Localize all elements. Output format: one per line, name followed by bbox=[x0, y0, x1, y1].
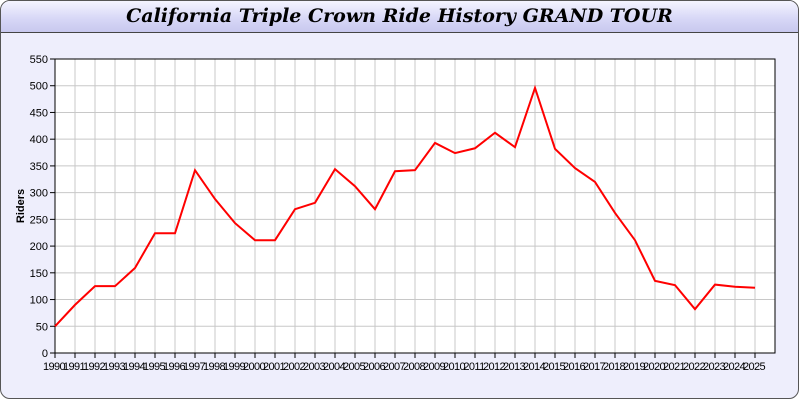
x-tick-label: 1992 bbox=[83, 361, 106, 373]
x-tick-label: 2005 bbox=[343, 361, 366, 373]
x-tick-label: 1997 bbox=[183, 361, 206, 373]
y-tick-label: 550 bbox=[30, 54, 48, 66]
y-tick-label: 0 bbox=[42, 348, 48, 360]
x-tick-label: 2024 bbox=[723, 361, 746, 373]
y-tick-label: 250 bbox=[30, 214, 48, 226]
x-tick-label: 2015 bbox=[543, 361, 566, 373]
x-tick-label: 2000 bbox=[243, 361, 266, 373]
x-tick-label: 2013 bbox=[503, 361, 526, 373]
x-tick-label: 2006 bbox=[363, 361, 386, 373]
x-tick-label: 2017 bbox=[583, 361, 606, 373]
x-tick-label: 1996 bbox=[163, 361, 186, 373]
x-tick-label: 2023 bbox=[703, 361, 726, 373]
x-tick-label: 1990 bbox=[43, 361, 66, 373]
x-tick-label: 2007 bbox=[383, 361, 406, 373]
y-tick-label: 400 bbox=[30, 134, 48, 146]
x-tick-label: 2025 bbox=[743, 361, 766, 373]
chart-title: California Triple Crown Ride History GRA… bbox=[126, 5, 673, 27]
y-tick-label: 350 bbox=[30, 161, 48, 173]
y-tick-label: 450 bbox=[30, 107, 48, 119]
series-line bbox=[54, 84, 756, 327]
y-tick-label: 150 bbox=[30, 268, 48, 280]
y-axis-label: Riders bbox=[15, 189, 27, 223]
y-tick-label: 50 bbox=[36, 321, 48, 333]
x-tick-label: 1999 bbox=[223, 361, 246, 373]
y-tick-label: 500 bbox=[30, 81, 48, 93]
x-tick-label: 2008 bbox=[403, 361, 426, 373]
x-tick-label: 2016 bbox=[563, 361, 586, 373]
x-tick-label: 1993 bbox=[103, 361, 126, 373]
title-bar: California Triple Crown Ride History GRA… bbox=[1, 1, 798, 33]
x-tick-label: 2009 bbox=[423, 361, 446, 373]
x-tick-label: 2001 bbox=[263, 361, 286, 373]
x-tick-label: 2018 bbox=[603, 361, 626, 373]
x-tick-label: 2022 bbox=[683, 361, 706, 373]
x-tick-label: 2012 bbox=[483, 361, 506, 373]
x-tick-label: 2011 bbox=[463, 361, 485, 373]
y-tick-label: 100 bbox=[30, 295, 48, 307]
x-tick-label: 2019 bbox=[623, 361, 646, 373]
x-tick-label: 1994 bbox=[123, 361, 146, 373]
y-tick-label: 300 bbox=[30, 188, 48, 200]
y-tick-label: 200 bbox=[30, 241, 48, 253]
x-tick-label: 2003 bbox=[303, 361, 326, 373]
x-tick-label: 2010 bbox=[443, 361, 466, 373]
x-tick-label: 1995 bbox=[143, 361, 166, 373]
x-tick-label: 2014 bbox=[523, 361, 546, 373]
x-tick-label: 2004 bbox=[323, 361, 346, 373]
x-tick-label: 2020 bbox=[643, 361, 666, 373]
x-tick-label: 1998 bbox=[203, 361, 226, 373]
x-tick-label: 2002 bbox=[283, 361, 306, 373]
x-tick-label: 1991 bbox=[63, 361, 86, 373]
x-tick-label: 2021 bbox=[663, 361, 686, 373]
